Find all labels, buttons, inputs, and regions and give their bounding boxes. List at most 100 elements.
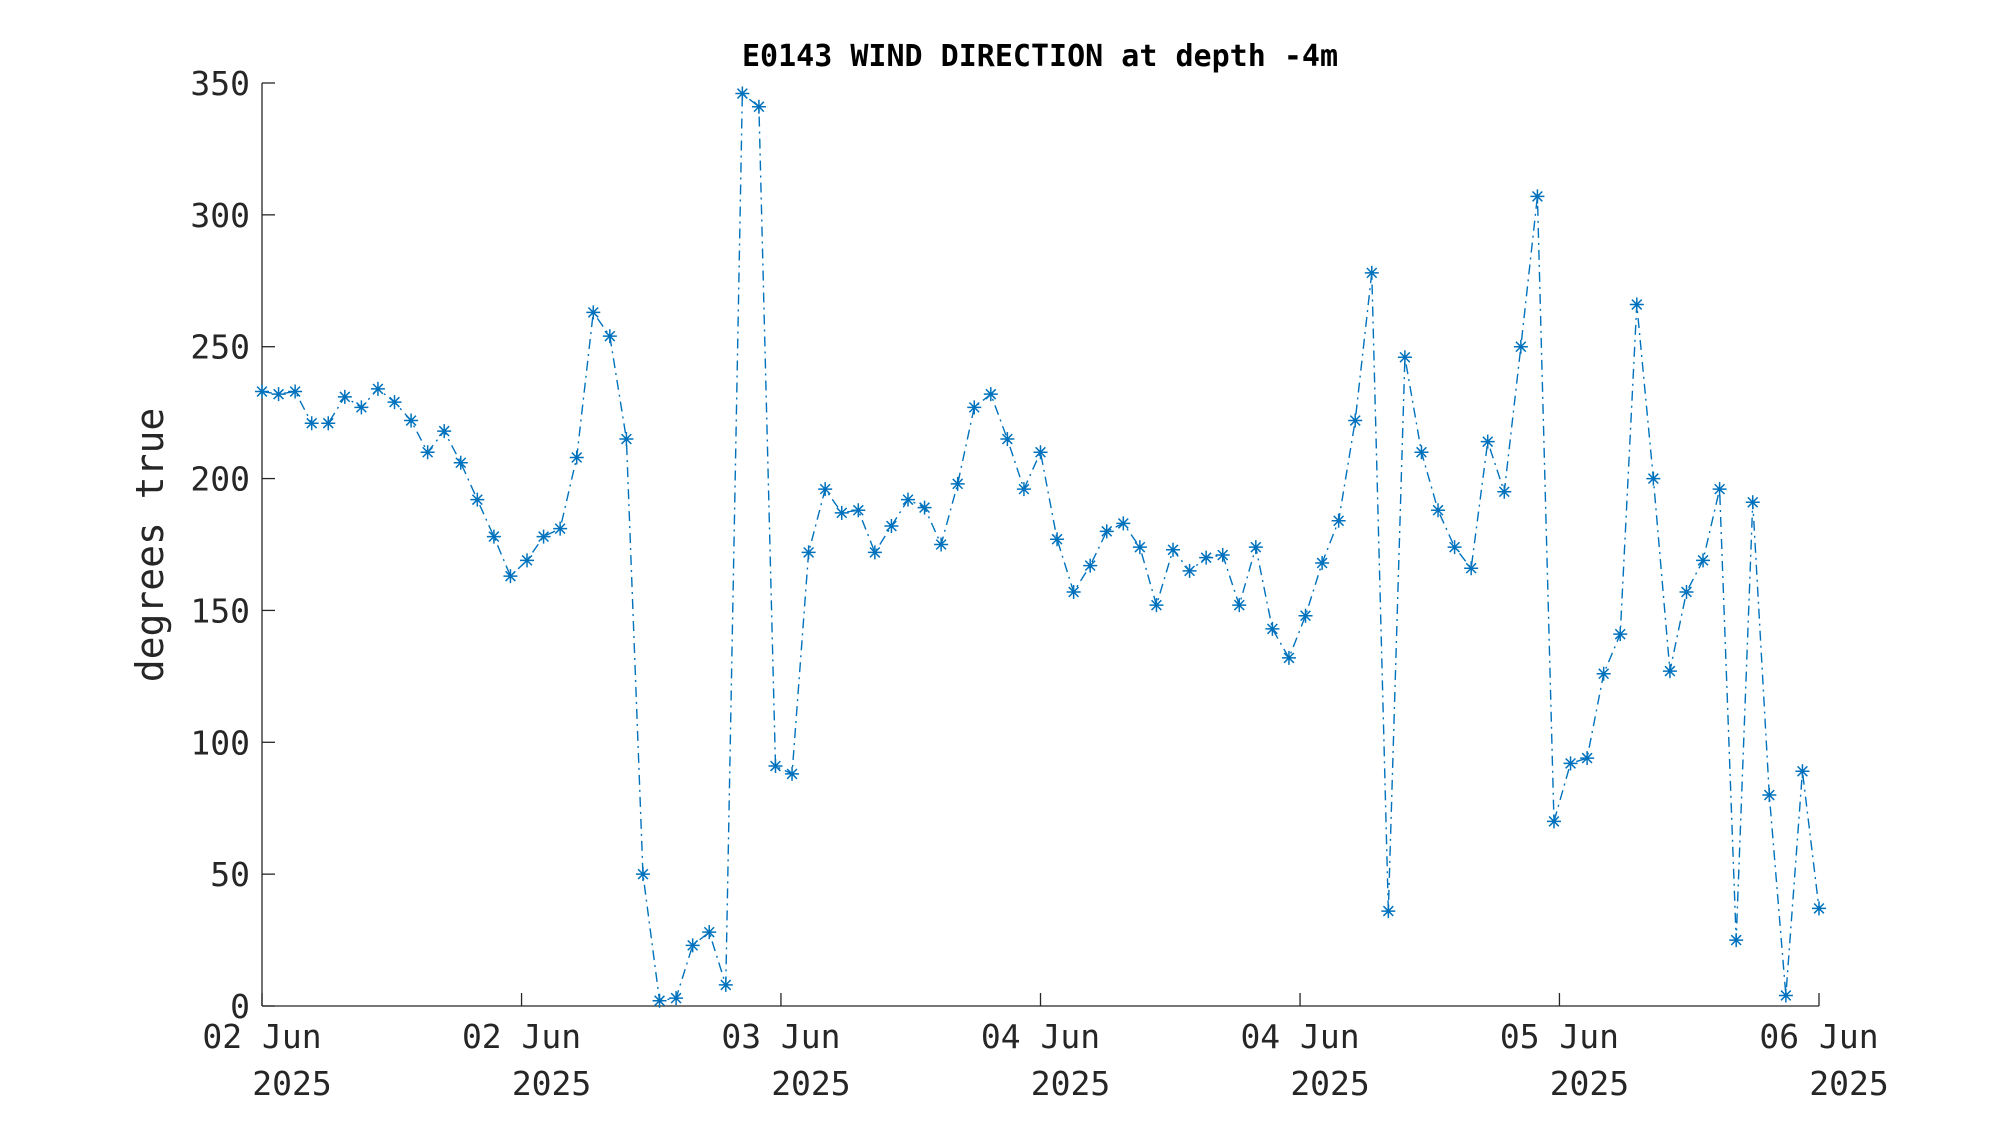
data-point — [420, 445, 435, 460]
y-tick-label: 0 — [230, 987, 250, 1026]
data-point — [735, 86, 750, 101]
data-point — [321, 416, 336, 431]
data-point — [669, 991, 684, 1006]
data-point — [1083, 558, 1098, 573]
x-tick-label: 04 Jun 2025 — [981, 1017, 1110, 1103]
data-point — [1513, 339, 1528, 354]
data-point — [470, 492, 485, 507]
data-point — [255, 384, 269, 399]
y-axis-label: degrees true — [128, 408, 172, 683]
data-point — [1762, 788, 1777, 803]
x-tick-label: 06 Jun 2025 — [1759, 1017, 1888, 1103]
data-point — [1546, 814, 1561, 829]
data-point — [1795, 764, 1810, 779]
data-point — [884, 519, 899, 534]
data-point — [271, 387, 286, 402]
data-point — [1646, 471, 1661, 486]
data-point — [569, 450, 584, 465]
data-point — [1729, 933, 1744, 948]
data-point — [1745, 495, 1760, 510]
data-point — [354, 400, 369, 415]
data-point — [801, 545, 816, 560]
data-point — [1149, 598, 1164, 613]
data-point — [1166, 542, 1181, 557]
data-point — [1116, 516, 1131, 531]
data-point — [967, 400, 982, 415]
data-point — [1016, 482, 1031, 497]
data-point — [1679, 584, 1694, 599]
data-point — [1414, 445, 1429, 460]
data-point — [1662, 664, 1677, 679]
data-point — [851, 503, 866, 518]
data-point — [1397, 350, 1412, 365]
data-point — [1364, 265, 1379, 280]
data-point — [1315, 555, 1330, 570]
data-point — [1629, 297, 1644, 312]
data-point — [1248, 540, 1263, 555]
data-point — [1431, 503, 1446, 518]
data-point — [619, 432, 634, 447]
data-point — [917, 500, 932, 515]
data-point — [702, 925, 717, 940]
y-tick-label: 50 — [210, 855, 250, 894]
y-tick-label: 100 — [190, 723, 250, 762]
data-point — [337, 389, 352, 404]
data-point — [1265, 621, 1280, 636]
data-point — [1232, 598, 1247, 613]
data-point — [818, 482, 833, 497]
data-point — [1182, 563, 1197, 578]
data-point — [950, 476, 965, 491]
data-point — [288, 384, 303, 399]
data-point — [1281, 650, 1296, 665]
data-point — [1066, 584, 1081, 599]
data-point — [1050, 532, 1065, 547]
data-point — [404, 413, 419, 428]
data-point — [304, 416, 319, 431]
data-point — [1480, 434, 1495, 449]
data-point — [1613, 627, 1628, 642]
data-point — [1199, 550, 1214, 565]
data-point — [900, 492, 915, 507]
data-point — [1381, 904, 1396, 919]
data-point — [834, 505, 849, 520]
x-tick-label: 02 Jun 2025 — [462, 1017, 591, 1103]
data-point — [652, 993, 667, 1008]
y-tick-label: 150 — [190, 591, 250, 630]
chart-title: E0143 WIND DIRECTION at depth -4m — [742, 39, 1338, 74]
data-point — [1712, 482, 1727, 497]
x-tick-label: 02 Jun 2025 — [202, 1017, 331, 1103]
data-point — [867, 545, 882, 560]
y-tick-label: 300 — [190, 196, 250, 235]
x-tick-label: 04 Jun 2025 — [1240, 1017, 1369, 1103]
data-point — [1132, 540, 1147, 555]
data-point — [370, 381, 385, 396]
data-point — [520, 553, 535, 568]
data-point — [1696, 553, 1711, 568]
data-point — [453, 455, 468, 470]
data-point — [387, 395, 402, 410]
data-line — [261, 92, 1820, 1002]
data-point — [437, 424, 452, 439]
data-point — [1099, 524, 1114, 539]
data-point — [553, 521, 568, 536]
x-tick-label: 03 Jun 2025 — [721, 1017, 850, 1103]
data-point — [1563, 756, 1578, 771]
data-point — [983, 387, 998, 402]
data-point — [1298, 608, 1313, 623]
data-point — [1348, 413, 1363, 428]
y-tick-label: 250 — [190, 328, 250, 367]
data-point — [1215, 548, 1230, 563]
y-tick-label: 350 — [190, 64, 250, 103]
data-point — [768, 759, 783, 774]
x-tick-label: 05 Jun 2025 — [1500, 1017, 1629, 1103]
data-point — [486, 529, 501, 544]
data-point — [751, 99, 766, 114]
data-point — [1447, 540, 1462, 555]
data-point — [602, 329, 617, 344]
data-point — [503, 569, 518, 584]
data-point — [1464, 561, 1479, 576]
data-point — [1331, 513, 1346, 528]
data-point — [1000, 432, 1015, 447]
data-point — [1812, 901, 1826, 916]
